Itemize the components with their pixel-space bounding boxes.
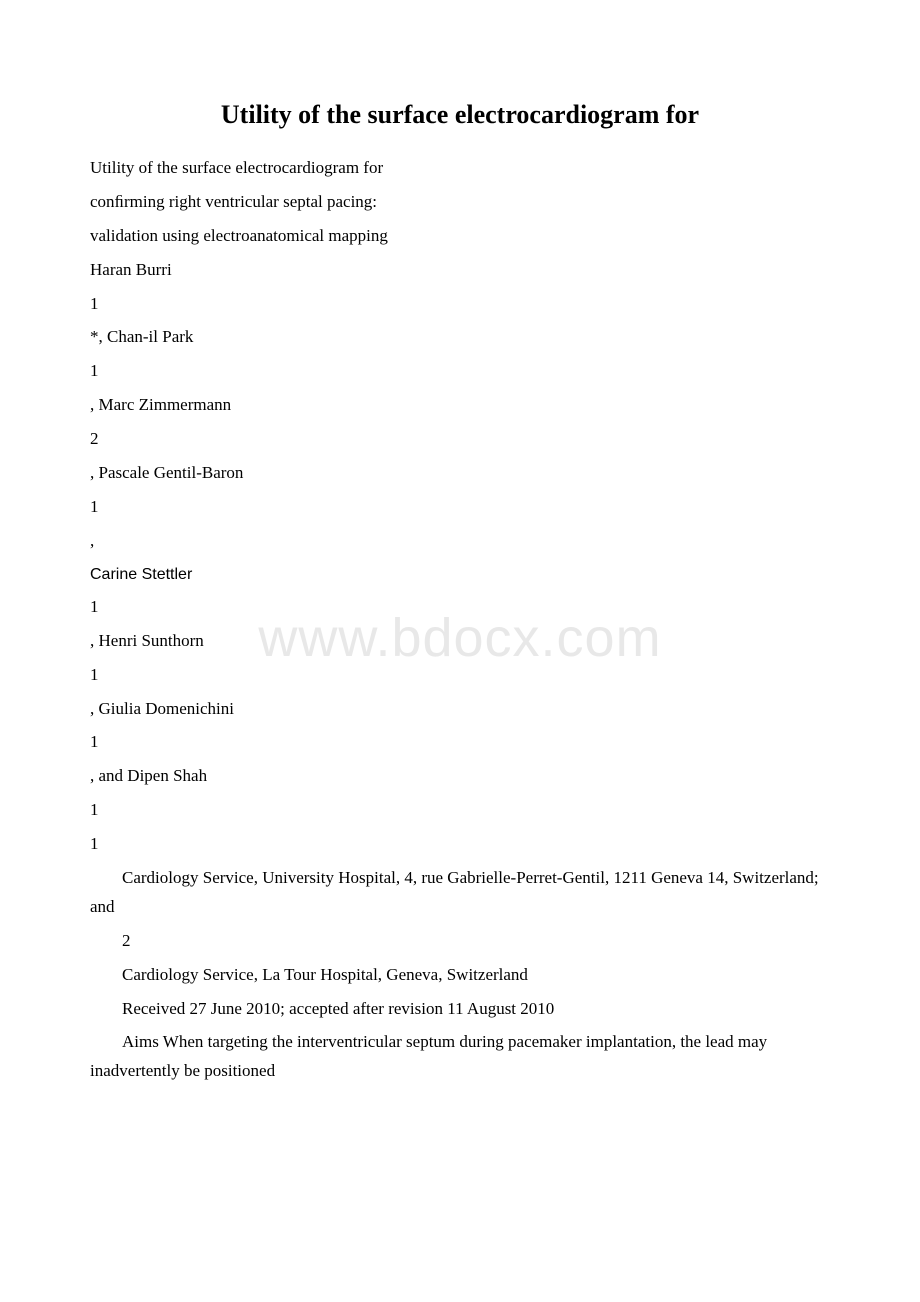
- text-line: , Pascale Gentil-Baron: [90, 459, 830, 488]
- text-line: 1: [90, 661, 830, 690]
- text-line-watermark-overlay: Carine Stettler: [90, 561, 830, 588]
- text-line: validation using electroanatomical mappi…: [90, 222, 830, 251]
- text-line: 1: [90, 357, 830, 386]
- text-line: 1: [90, 290, 830, 319]
- text-line: 1: [90, 796, 830, 825]
- text-line: 1: [90, 830, 830, 859]
- paragraph-line: 2: [90, 927, 830, 956]
- text-line: 1: [90, 493, 830, 522]
- text-line: ,: [90, 527, 830, 556]
- text-line: conﬁrming right ventricular septal pacin…: [90, 188, 830, 217]
- text-line: , and Dipen Shah: [90, 762, 830, 791]
- paragraph-line: Aims When targeting the interventricular…: [90, 1028, 830, 1086]
- text-line: , Giulia Domenichini: [90, 695, 830, 724]
- text-line: , Marc Zimmermann: [90, 391, 830, 420]
- document-content: Utility of the surface electrocardiogram…: [90, 100, 830, 1086]
- text-line: , Henri Sunthorn: [90, 627, 830, 656]
- paragraph-line: Received 27 June 2010; accepted after re…: [90, 995, 830, 1024]
- document-title: Utility of the surface electrocardiogram…: [90, 100, 830, 130]
- text-line: Utility of the surface electrocardiogram…: [90, 154, 830, 183]
- text-line: 2: [90, 425, 830, 454]
- text-line: Haran Burri: [90, 256, 830, 285]
- text-line: 1: [90, 728, 830, 757]
- paragraph-line: Cardiology Service, University Hospital,…: [90, 864, 830, 922]
- paragraph-line: Cardiology Service, La Tour Hospital, Ge…: [90, 961, 830, 990]
- text-line-special: Carine Stettler: [90, 561, 192, 588]
- text-line: 1: [90, 593, 830, 622]
- text-line: *, Chan-il Park: [90, 323, 830, 352]
